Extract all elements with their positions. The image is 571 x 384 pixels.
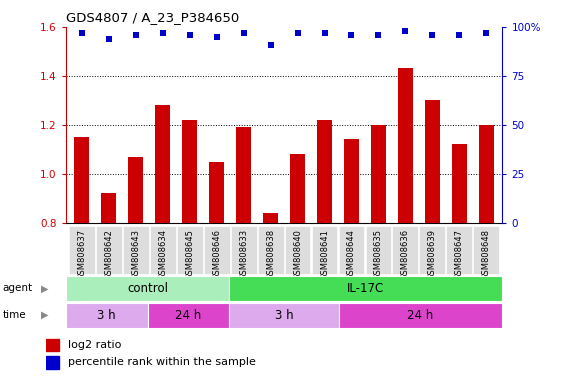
Point <box>158 30 167 36</box>
Text: agent: agent <box>3 283 33 293</box>
Bar <box>66 303 147 328</box>
Bar <box>46 356 59 369</box>
Bar <box>46 339 59 351</box>
Bar <box>263 213 278 223</box>
Point <box>401 28 410 34</box>
Text: percentile rank within the sample: percentile rank within the sample <box>67 357 255 367</box>
Point <box>239 30 248 36</box>
Point <box>77 30 86 36</box>
Point <box>347 31 356 38</box>
FancyBboxPatch shape <box>473 226 499 273</box>
Text: GSM808636: GSM808636 <box>401 228 410 280</box>
Text: GSM808643: GSM808643 <box>131 228 140 280</box>
FancyBboxPatch shape <box>312 226 337 273</box>
Text: ▶: ▶ <box>41 283 49 293</box>
Text: GSM808641: GSM808641 <box>320 228 329 280</box>
FancyBboxPatch shape <box>447 226 472 273</box>
Bar <box>155 105 170 223</box>
FancyBboxPatch shape <box>150 226 176 273</box>
Text: time: time <box>3 310 26 320</box>
Bar <box>230 303 339 328</box>
FancyBboxPatch shape <box>284 226 311 273</box>
Point <box>455 31 464 38</box>
Text: ▶: ▶ <box>41 310 49 320</box>
Bar <box>236 127 251 223</box>
Bar <box>452 144 467 223</box>
Bar <box>209 162 224 223</box>
Text: GSM808635: GSM808635 <box>374 228 383 280</box>
FancyBboxPatch shape <box>231 226 256 273</box>
Text: GSM808648: GSM808648 <box>482 228 491 280</box>
Bar <box>182 120 197 223</box>
Bar <box>74 137 89 223</box>
FancyBboxPatch shape <box>69 226 95 273</box>
FancyBboxPatch shape <box>204 226 230 273</box>
Text: GSM808639: GSM808639 <box>428 228 437 280</box>
Text: GDS4807 / A_23_P384650: GDS4807 / A_23_P384650 <box>66 12 239 25</box>
FancyBboxPatch shape <box>96 226 122 273</box>
Point <box>428 31 437 38</box>
Bar <box>398 68 413 223</box>
FancyBboxPatch shape <box>392 226 419 273</box>
Point <box>266 41 275 48</box>
Bar <box>66 276 230 301</box>
FancyBboxPatch shape <box>420 226 445 273</box>
Text: 24 h: 24 h <box>175 309 202 322</box>
Bar <box>339 303 502 328</box>
Text: GSM808637: GSM808637 <box>77 228 86 280</box>
Text: GSM808634: GSM808634 <box>158 228 167 280</box>
Bar <box>425 100 440 223</box>
Point <box>131 31 140 38</box>
Text: control: control <box>127 282 168 295</box>
FancyBboxPatch shape <box>123 226 148 273</box>
Point <box>104 36 114 42</box>
FancyBboxPatch shape <box>177 226 203 273</box>
Point <box>212 34 221 40</box>
Bar <box>147 303 230 328</box>
Bar <box>230 276 502 301</box>
Text: 24 h: 24 h <box>408 309 434 322</box>
FancyBboxPatch shape <box>258 226 284 273</box>
Text: GSM808644: GSM808644 <box>347 228 356 280</box>
Bar <box>371 125 386 223</box>
Point <box>185 31 194 38</box>
Text: log2 ratio: log2 ratio <box>67 340 121 350</box>
FancyBboxPatch shape <box>339 226 364 273</box>
Text: GSM808647: GSM808647 <box>455 228 464 280</box>
Bar <box>344 139 359 223</box>
Point <box>293 30 302 36</box>
Point <box>374 31 383 38</box>
Text: GSM808638: GSM808638 <box>266 228 275 280</box>
Text: GSM808640: GSM808640 <box>293 228 302 280</box>
Text: GSM808645: GSM808645 <box>185 228 194 280</box>
Text: IL-17C: IL-17C <box>347 282 385 295</box>
Text: GSM808633: GSM808633 <box>239 228 248 280</box>
Point <box>320 30 329 36</box>
Bar <box>128 157 143 223</box>
Point <box>482 30 491 36</box>
Text: GSM808642: GSM808642 <box>104 228 113 280</box>
FancyBboxPatch shape <box>365 226 391 273</box>
Text: 3 h: 3 h <box>97 309 116 322</box>
Bar <box>290 154 305 223</box>
Bar <box>317 120 332 223</box>
Bar <box>102 193 116 223</box>
Text: GSM808646: GSM808646 <box>212 228 221 280</box>
Text: 3 h: 3 h <box>275 309 293 322</box>
Bar <box>479 125 494 223</box>
